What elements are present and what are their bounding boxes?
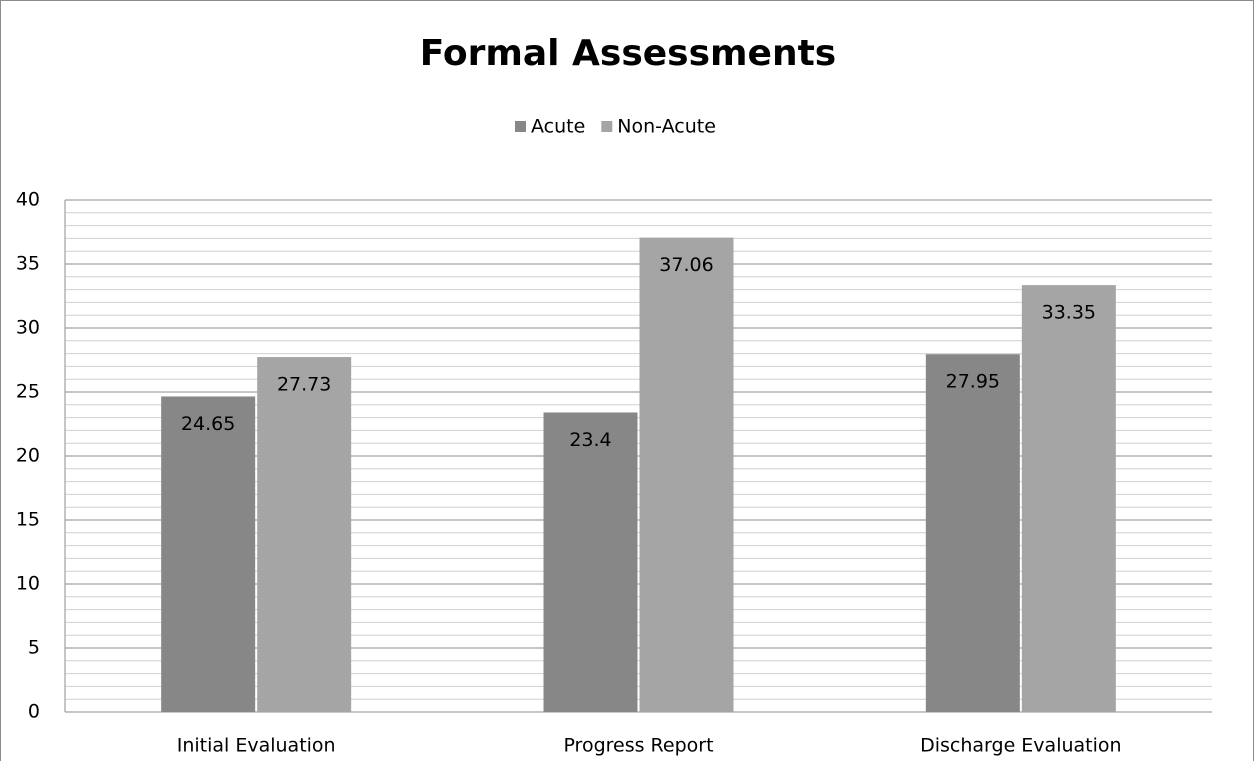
x-tick-label: Discharge Evaluation [920,735,1121,757]
x-tick-label: Initial Evaluation [177,735,336,757]
legend-swatch [601,121,613,132]
data-label: 27.95 [946,371,1000,393]
chart-title: Formal Assessments [420,33,836,74]
y-tick-label: 15 [16,509,40,531]
y-tick-label: 0 [28,701,40,723]
y-tick-label: 35 [16,253,40,275]
bar [639,237,734,712]
data-label: 37.06 [659,254,713,276]
data-label: 33.35 [1042,302,1096,324]
legend-label: Acute [531,116,585,138]
bar [257,357,352,712]
data-label: 24.65 [181,413,235,435]
legend-swatch [515,121,526,132]
y-tick-label: 10 [16,573,40,595]
data-label: 23.4 [569,429,611,451]
data-label: 27.73 [277,374,331,396]
bar [925,354,1020,712]
bar [1021,285,1116,712]
legend-label: Non-Acute [617,116,716,138]
x-tick-label: Progress Report [563,735,713,757]
y-tick-label: 5 [28,637,40,659]
bar [543,412,638,712]
y-tick-label: 30 [16,317,40,339]
y-tick-label: 20 [16,445,40,467]
y-tick-label: 40 [16,189,40,211]
y-tick-label: 25 [16,381,40,403]
bar [161,396,256,712]
